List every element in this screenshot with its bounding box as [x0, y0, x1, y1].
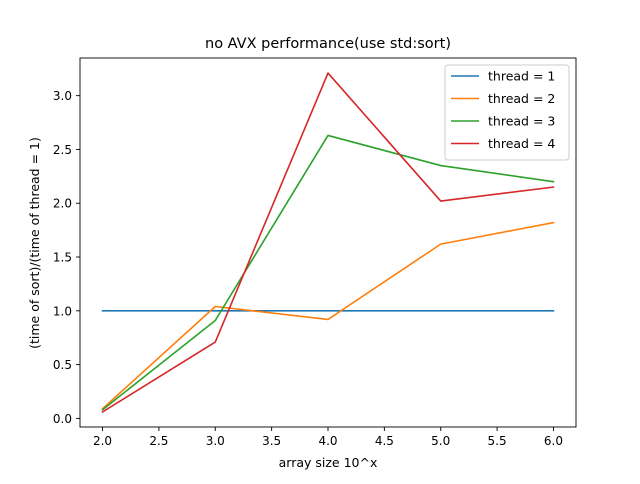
y-axis-label: (time of sort)/(time of thread = 1) [27, 137, 42, 349]
y-tick-label: 1.5 [53, 251, 72, 265]
y-tick-label: 0.0 [53, 412, 72, 426]
legend-label-2: thread = 2 [488, 91, 555, 106]
y-tick-label: 2.5 [53, 143, 72, 157]
y-tick-label: 1.0 [53, 304, 72, 318]
series-line-3 [101, 134, 555, 411]
x-tick-label: 2.5 [149, 434, 168, 448]
series-line-4 [101, 72, 555, 414]
x-axis-label: array size 10^x [279, 455, 378, 470]
chart-title: no AVX performance(use std:sort) [205, 36, 451, 52]
legend-label-1: thread = 1 [488, 69, 555, 84]
y-tick-label: 3.0 [53, 89, 72, 103]
legend-box [444, 64, 570, 161]
x-tick-label: 6.0 [544, 434, 563, 448]
series-layer [101, 72, 555, 414]
y-tick-label: 2.0 [53, 197, 72, 211]
x-tick-label: 2.0 [93, 434, 112, 448]
legend-label-4: thread = 4 [488, 136, 555, 151]
legend-label-3: thread = 3 [488, 114, 555, 129]
y-tick-label: 0.5 [53, 358, 72, 372]
axes-layer: 2.0 2.5 3.0 3.5 4.0 4.5 5.0 5.5 6.0 0.0 0.5 1.0 1.5 2… [53, 57, 577, 448]
x-tick-label: 4.0 [318, 434, 337, 448]
x-tick-label: 3.5 [262, 434, 281, 448]
x-tick-label: 5.0 [431, 434, 450, 448]
legend: thread = 1 thread = 2 thread = 3 thread = 4 [444, 64, 570, 161]
x-tick-label: 5.5 [488, 434, 507, 448]
series-line-2 [101, 221, 555, 410]
x-tick-label: 3.0 [206, 434, 225, 448]
x-tick-label: 4.5 [375, 434, 394, 448]
